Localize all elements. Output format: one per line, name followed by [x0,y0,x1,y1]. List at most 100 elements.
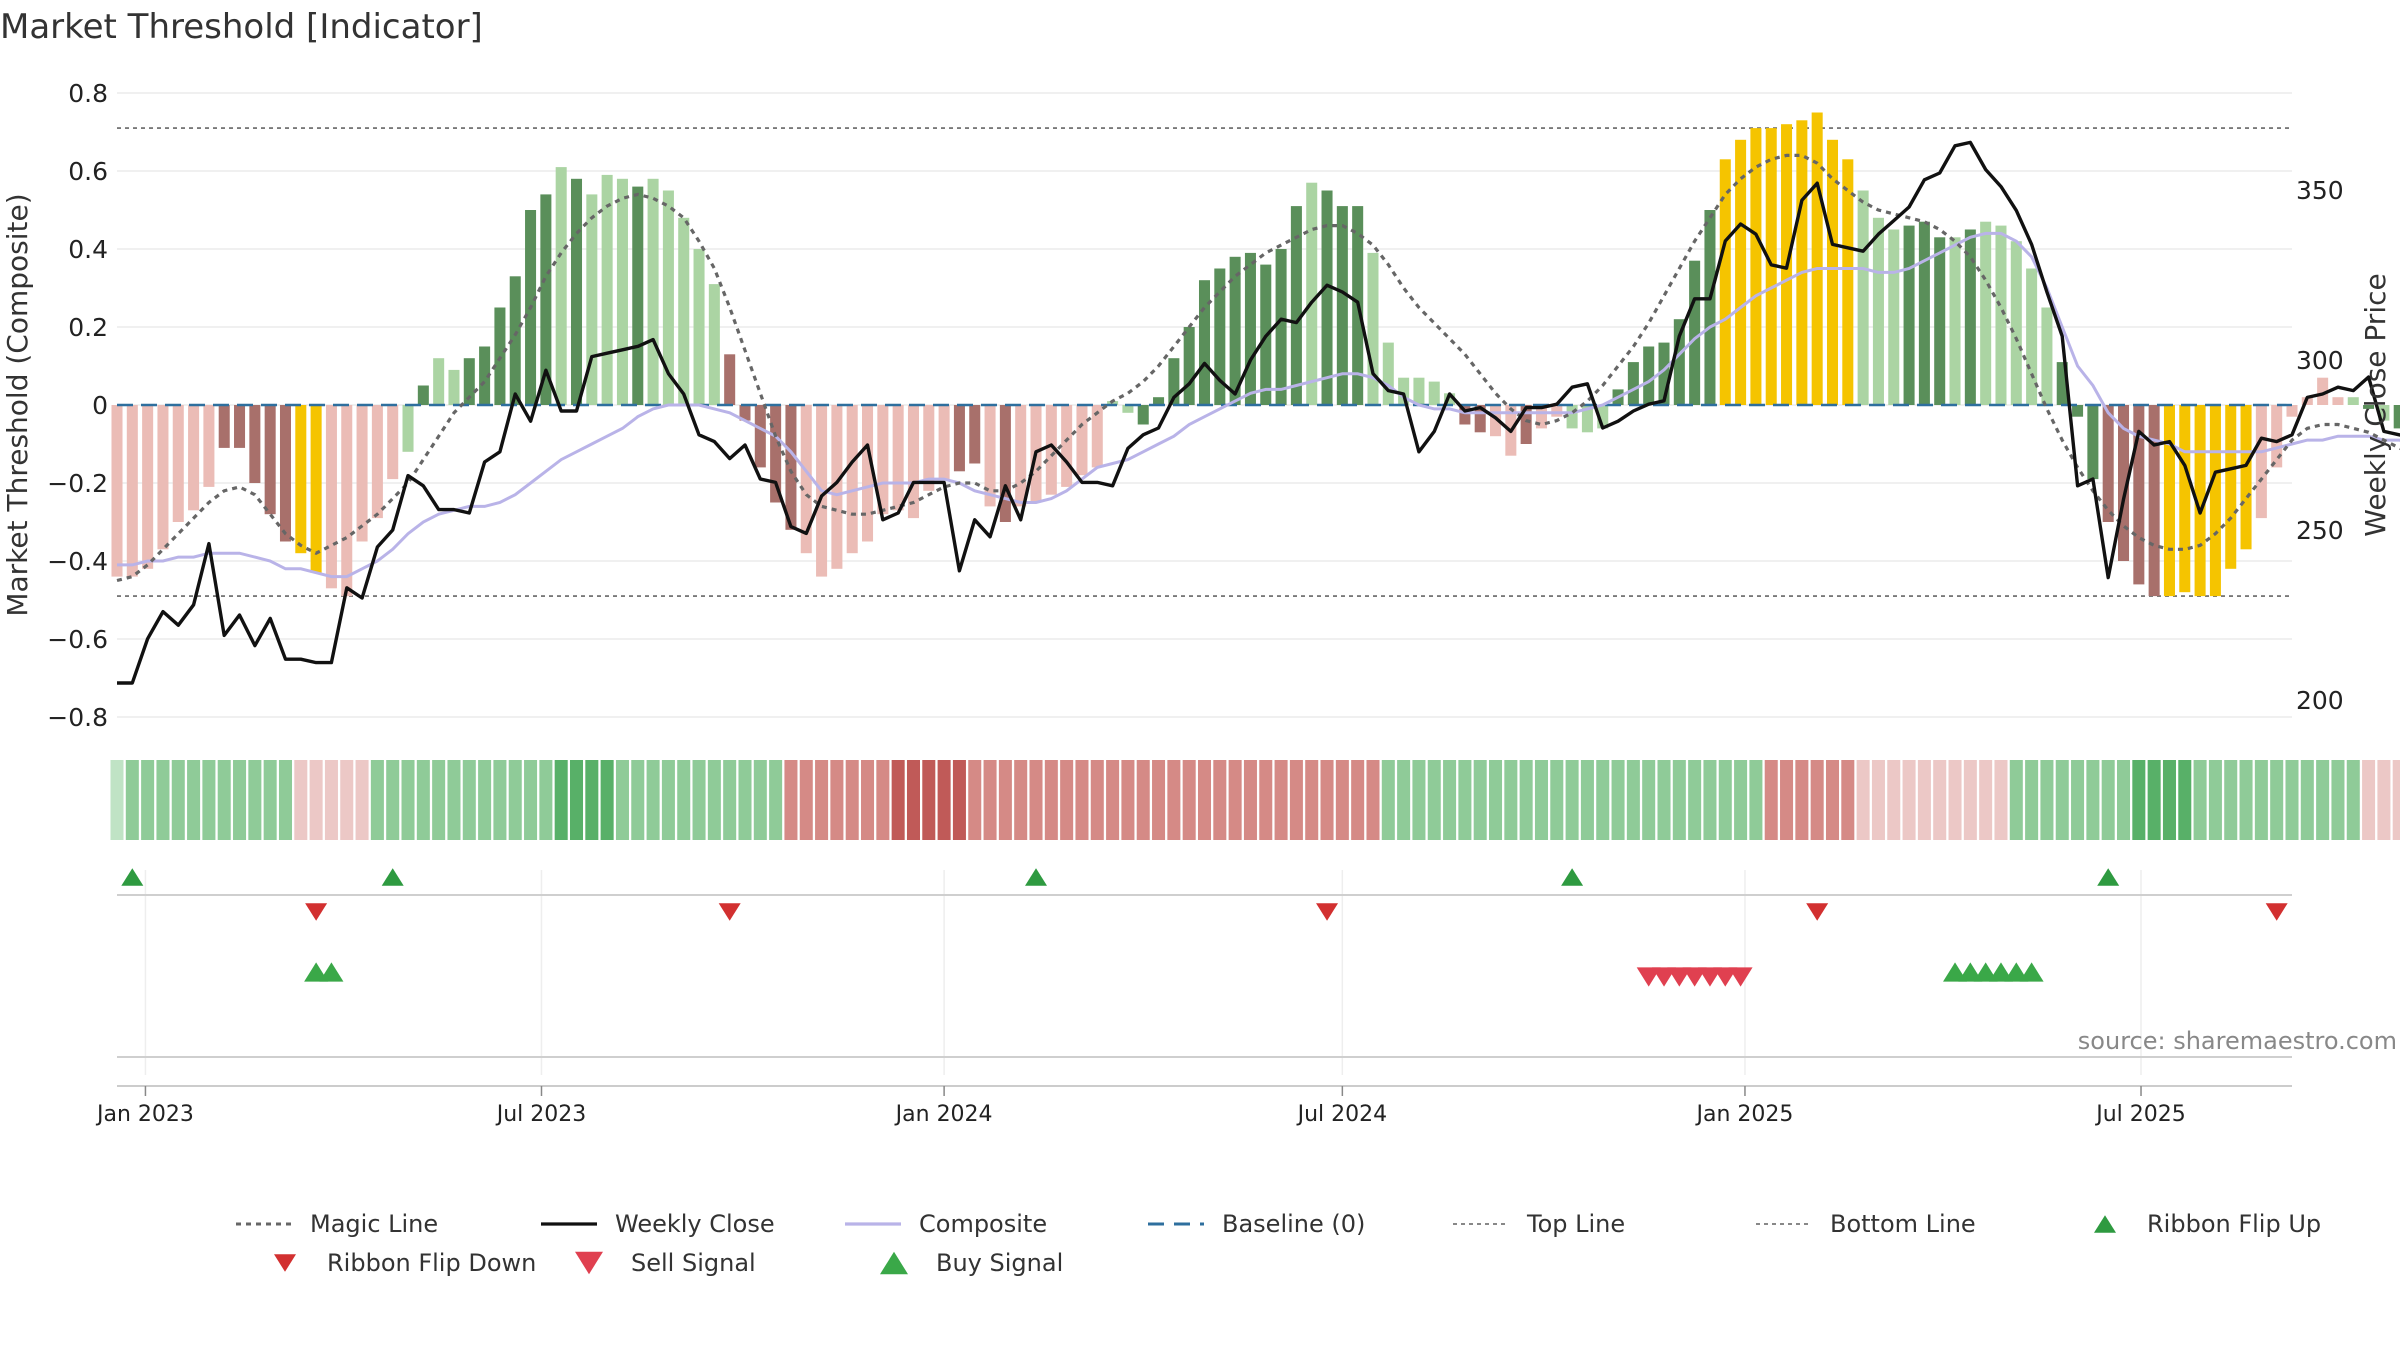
composite-bar [2102,405,2114,522]
composite-bar [172,405,184,522]
y-tick-label: −0.4 [47,547,108,576]
ribbon-cell [677,760,691,840]
buy-signal-marker [304,962,329,982]
legend-item: Magic Line [236,1210,438,1238]
ribbon-cell [1611,760,1625,840]
ribbon-cell [1397,760,1411,840]
ribbon-cell [1825,760,1840,840]
composite-bar [142,405,154,569]
ribbon-cell [799,760,813,840]
y-right-tick-label: 350 [2296,176,2344,205]
legend-label: Bottom Line [1830,1210,1976,1238]
ribbon-cell [968,760,982,840]
composite-bar [1290,206,1302,405]
ribbon-cell [1718,760,1732,840]
composite-bar [1015,405,1027,507]
legend-item: Baseline (0) [1148,1210,1365,1238]
series-lines [116,140,2400,685]
ribbon-cell [1780,760,1794,840]
ribbon-flip-up-marker [121,868,144,886]
composite-bar [1076,405,1088,476]
composite-bar [1658,342,1670,405]
ribbon-cell [1412,760,1426,840]
ribbon-cell [1044,760,1058,840]
composite-bar [1888,229,1900,405]
ribbon-cell [1075,760,1089,840]
ribbon-cell [2254,760,2268,840]
ribbon-cell [1090,760,1104,840]
ribbon-cell [1642,760,1656,840]
legend-label: Top Line [1526,1210,1625,1238]
ribbon-cell [1795,760,1809,840]
ribbon-flip-up-marker [381,868,404,886]
ribbon-cell [1948,760,1962,840]
legend-item: Bottom Line [1756,1210,1976,1238]
composite-bar [999,405,1011,522]
composite-bar [1459,405,1471,425]
composite-bar [1214,268,1226,405]
ribbon-cell [1167,760,1181,840]
ribbon-cell [2331,760,2345,840]
ribbon-cell [861,760,875,840]
composite-bar [1627,362,1639,405]
composite-bar [2271,405,2283,468]
composite-bar [708,284,720,405]
ribbon-cell [661,760,675,840]
ribbon-cell [508,760,522,840]
composite-bar [1689,260,1701,405]
legend-label: Weekly Close [615,1210,775,1238]
x-tick-label: Jul 2023 [495,1102,587,1127]
composite-bar [1367,252,1379,405]
composite-bar [1045,405,1057,495]
ribbon-cell [2147,760,2161,840]
composite-bar [1153,397,1165,405]
ribbon-cell [2362,760,2376,840]
sell-signal-marker [1682,967,1707,987]
composite-bar [616,178,628,405]
magic-line [116,153,2400,583]
buy-signal-marker [1988,962,2013,982]
composite-bar [1949,237,1961,405]
ribbon-cell [1274,760,1288,840]
composite-bar [1980,221,1992,405]
ribbon-cell [1979,760,1993,840]
composite-bar [1229,256,1241,405]
ribbon-cell [1335,760,1349,840]
composite-bar [1382,342,1394,405]
composite-bar [1198,280,1211,405]
composite-bar [969,405,981,464]
composite-bar [1535,405,1547,429]
ribbon-cell [983,760,997,840]
ribbon-cell [202,760,216,840]
composite-bar [2118,405,2130,561]
legend-swatch [274,1254,296,1272]
y-tick-label: −0.2 [47,469,108,498]
composite-bar [188,405,200,511]
ribbon-cell [294,760,308,840]
ribbon-cell [1136,760,1150,840]
ribbon-cell [998,760,1012,840]
composite-bar [2378,405,2390,421]
y-tick-label: 0 [92,391,108,420]
signal-markers [117,868,2292,1075]
ribbon-cell [922,760,936,840]
composite-bar [938,405,950,480]
composite-bar [555,167,567,405]
composite-bar [2393,405,2400,429]
ribbon-cell [723,760,737,840]
composite-bar [111,405,123,577]
composite-bar [1398,377,1410,405]
composite-bar [1995,225,2007,405]
composite-bar [479,346,491,405]
ribbon-cell [952,760,966,840]
ribbon-flip-up-marker [2097,868,2120,886]
y-axis-left-label: Market Threshold (Composite) [1,193,34,616]
ribbon-cell [171,760,185,840]
ribbon-cell [2208,760,2222,840]
y-tick-label: 0.6 [68,157,108,186]
ribbon-cell [401,760,415,840]
composite-bar [785,405,797,530]
x-tick-label: Jan 2024 [894,1102,993,1127]
ribbon-flip-down-marker [1806,903,1829,921]
composite-bar [2255,405,2267,519]
